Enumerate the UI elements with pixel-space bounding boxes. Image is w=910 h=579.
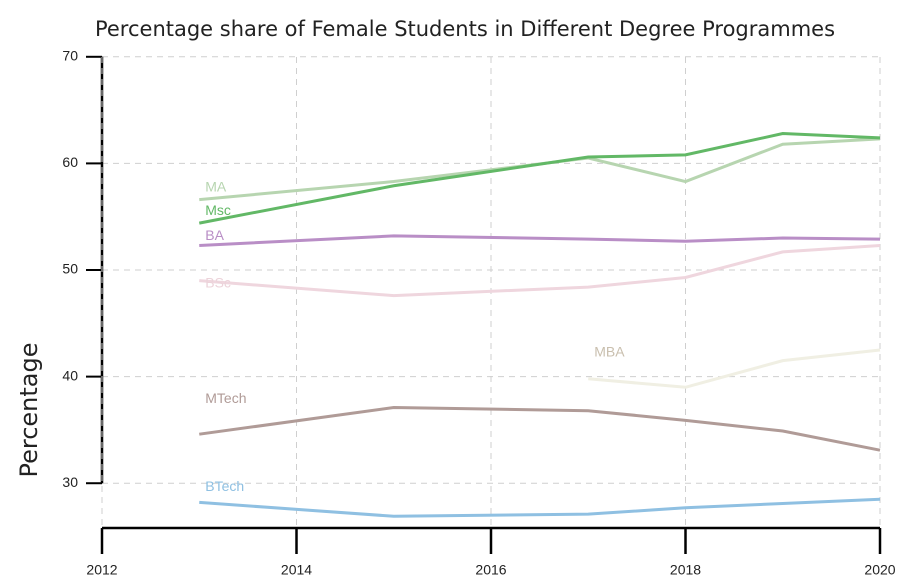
series-line xyxy=(199,234,881,247)
y-tick-label: 70 xyxy=(62,47,78,63)
series-label: Msc xyxy=(205,202,231,218)
y-tick-label: 40 xyxy=(62,367,78,383)
series-line xyxy=(198,132,881,225)
series-line xyxy=(199,497,881,518)
x-tick-label: 2018 xyxy=(670,562,701,578)
series-line xyxy=(199,243,881,298)
x-tick-label: 2016 xyxy=(475,562,506,578)
y-tick-label: 60 xyxy=(62,154,78,170)
y-tick-label: 30 xyxy=(62,474,78,490)
series-label: MBA xyxy=(594,343,625,359)
series-line xyxy=(199,406,881,452)
series-label: MTech xyxy=(205,390,246,406)
y-tick-label: 50 xyxy=(62,261,78,277)
x-tick-label: 2014 xyxy=(281,562,312,578)
series-label: MA xyxy=(205,178,227,194)
series-line xyxy=(199,137,881,202)
series-label: BSc xyxy=(205,274,231,290)
y-axis-label: Percentage xyxy=(15,342,43,477)
series-label: BTech xyxy=(205,478,244,494)
x-tick-label: 2012 xyxy=(86,562,117,578)
series-label: BA xyxy=(205,227,224,243)
chart-title: Percentage share of Female Students in D… xyxy=(95,17,835,41)
x-tick-label: 2020 xyxy=(864,562,895,578)
series-line xyxy=(588,348,881,389)
